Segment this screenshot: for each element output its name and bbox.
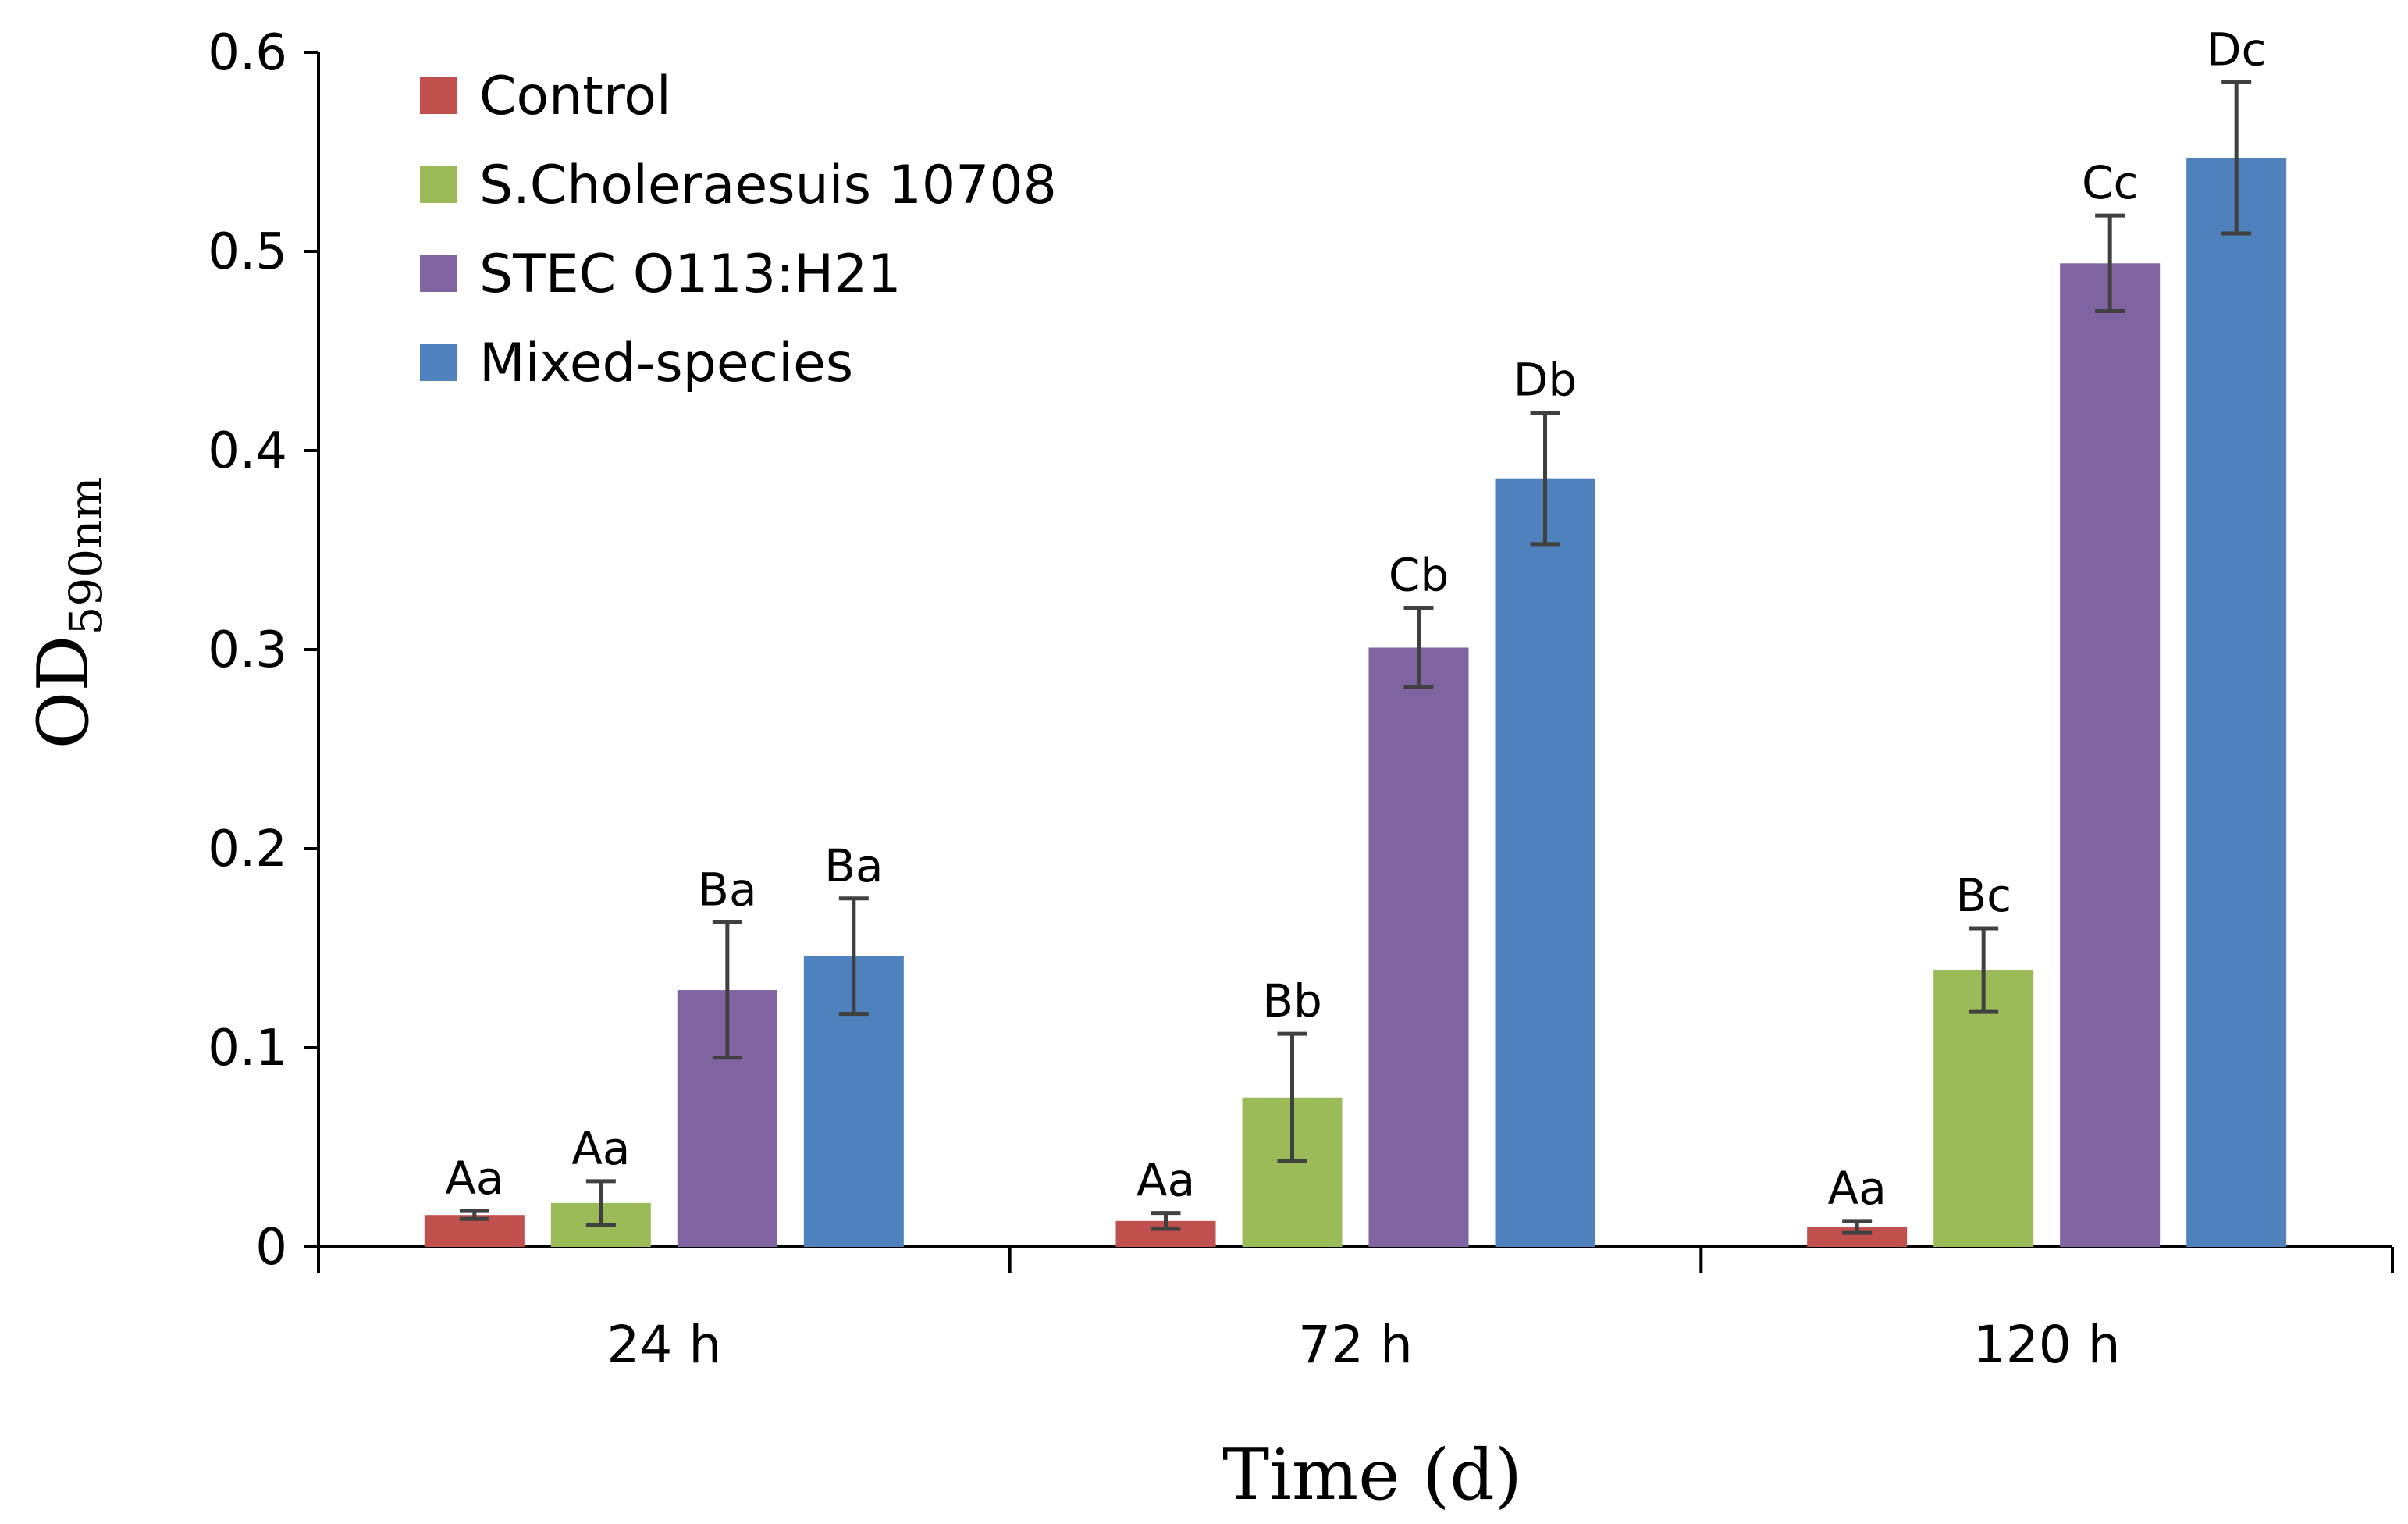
y-tick-label: 0.5 (208, 223, 287, 281)
x-tick-label: 120 h (1973, 1315, 2121, 1375)
y-tick-label: 0 (255, 1219, 287, 1277)
data-label: Bb (1262, 974, 1322, 1027)
y-tick-label: 0.2 (208, 821, 287, 878)
bars: Aa Aa Aa Aa Bb Bc Ba Cb Cc Ba Db Dc (424, 23, 2287, 1247)
legend-label: Mixed-species (479, 333, 853, 394)
legend: Control S.Choleraesuis 10708 STEC O113:H21… (420, 66, 1057, 394)
bar (2060, 263, 2161, 1247)
data-label: Dc (2207, 23, 2267, 76)
data-label: Cc (2082, 156, 2138, 209)
legend-swatch (420, 166, 457, 203)
y-tick-label: 0.6 (208, 24, 287, 82)
legend-label: STEC O113:H21 (479, 244, 902, 305)
data-label: Cb (1389, 548, 1449, 601)
data-label: Aa (1136, 1154, 1195, 1207)
data-label: Ba (698, 863, 756, 916)
data-label: Bc (1955, 869, 2011, 922)
legend-swatch (420, 344, 457, 381)
y-tick-label: 0.1 (208, 1020, 287, 1077)
legend-label: S.Choleraesuis 10708 (479, 155, 1057, 216)
legend-label: Control (479, 66, 671, 127)
bar (1933, 970, 2034, 1247)
y-axis-title-subscript: 590nm (59, 476, 112, 635)
bar (1495, 478, 1595, 1247)
data-label: Db (1513, 354, 1577, 407)
axes: 0 0.1 0.2 0.3 0.4 0.5 0.6 24 h 72 h 120 h (208, 24, 2394, 1375)
legend-swatch (420, 77, 457, 114)
data-label: Aa (1828, 1162, 1887, 1215)
y-tick-label: 0.4 (208, 422, 287, 480)
y-tick-label: 0.3 (208, 621, 287, 679)
legend-swatch (420, 255, 457, 292)
x-axis-title: Time (d) (1222, 1434, 1522, 1516)
data-label: Ba (824, 839, 883, 892)
x-tick-label: 24 h (606, 1315, 721, 1375)
data-label: Aa (445, 1152, 503, 1205)
y-axis-title-main: OD (23, 636, 105, 750)
x-tick-label: 72 h (1298, 1315, 1413, 1375)
bar (1368, 647, 1469, 1247)
data-label: Aa (571, 1122, 630, 1175)
bar (2186, 158, 2287, 1247)
y-axis-title: OD590nm (23, 476, 112, 749)
